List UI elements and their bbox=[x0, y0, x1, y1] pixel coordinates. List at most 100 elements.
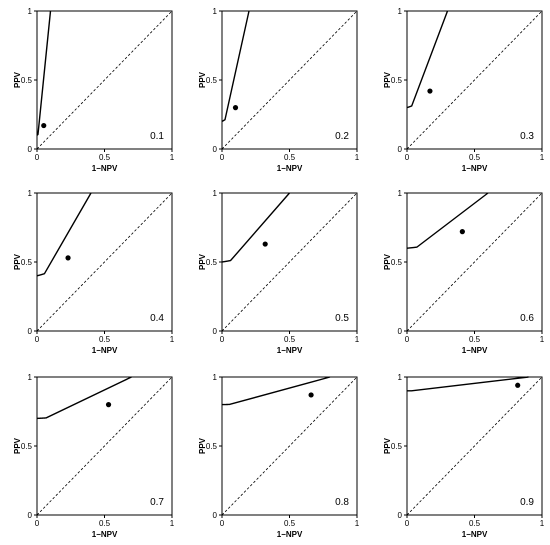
curve-line bbox=[406, 192, 489, 249]
subplot-5: 00 0.5 0.5 1 1 0.5 1−NPV PPV bbox=[198, 189, 360, 355]
diagonal-line bbox=[406, 192, 543, 332]
panel-label: 0.7 bbox=[150, 497, 164, 508]
operating-point bbox=[308, 392, 314, 398]
subplot-4: 00 0.5 0.5 1 1 0.4 1−NPV PPV bbox=[13, 189, 175, 355]
y-tick-label: 0.5 bbox=[391, 76, 403, 85]
subplot-7: 00 0.5 0.5 1 1 0.7 1−NPV PPV bbox=[13, 373, 175, 539]
curve-line bbox=[407, 376, 529, 392]
diagonal-line bbox=[406, 10, 543, 150]
subplot-6: 00 0.5 0.5 1 1 0.6 1−NPV PPV bbox=[383, 189, 545, 355]
diagonal-line bbox=[36, 10, 173, 150]
x-tick-label: 1 bbox=[540, 153, 545, 162]
y-tick-label: 1 bbox=[28, 189, 33, 198]
x-tick-label: 0 bbox=[220, 153, 225, 162]
panel-label: 0.2 bbox=[335, 131, 349, 142]
curve-line bbox=[222, 376, 331, 406]
panel-label: 0.9 bbox=[520, 497, 534, 508]
x-tick-label: 0 bbox=[35, 519, 40, 528]
operating-point bbox=[427, 88, 433, 94]
x-axis-label: 1−NPV bbox=[277, 164, 303, 173]
subplot-1: 00 0.5 0.5 1 1 0.1 1−NPV PPV bbox=[13, 7, 175, 173]
x-tick-label: 1 bbox=[355, 335, 360, 344]
operating-point bbox=[459, 229, 465, 235]
diagonal-line bbox=[36, 376, 173, 516]
y-tick-label: 1 bbox=[398, 7, 403, 16]
panel-label: 0.1 bbox=[150, 131, 164, 142]
y-tick-label: 0.5 bbox=[391, 442, 403, 451]
y-axis-label: PPV bbox=[198, 253, 207, 270]
y-tick-label: 0 bbox=[213, 511, 218, 520]
x-tick-label: 0.5 bbox=[284, 519, 296, 528]
operating-point bbox=[65, 255, 71, 261]
x-axis-label: 1−NPV bbox=[277, 530, 303, 539]
y-axis-label: PPV bbox=[198, 71, 207, 88]
y-tick-label: 0.5 bbox=[21, 76, 33, 85]
x-tick-label: 0 bbox=[405, 519, 410, 528]
y-tick-label: 0 bbox=[213, 145, 218, 154]
x-tick-label: 0.5 bbox=[469, 335, 481, 344]
x-axis-label: 1−NPV bbox=[462, 164, 488, 173]
panel-label: 0.8 bbox=[335, 497, 349, 508]
curve-line bbox=[221, 10, 250, 123]
x-tick-label: 1 bbox=[540, 519, 545, 528]
x-tick-label: 0.5 bbox=[99, 335, 111, 344]
y-tick-label: 0.5 bbox=[391, 258, 403, 267]
y-tick-label: 0 bbox=[398, 511, 403, 520]
x-tick-label: 0.5 bbox=[284, 153, 296, 162]
x-tick-label: 0.5 bbox=[469, 519, 481, 528]
y-tick-label: 1 bbox=[213, 189, 218, 198]
y-tick-label: 0.5 bbox=[21, 442, 33, 451]
curve-line bbox=[37, 376, 132, 420]
x-tick-label: 0 bbox=[35, 153, 40, 162]
x-axis-label: 1−NPV bbox=[92, 530, 118, 539]
diagonal-line bbox=[221, 376, 358, 516]
panel-label: 0.3 bbox=[520, 131, 534, 142]
x-tick-label: 0 bbox=[220, 335, 225, 344]
x-tick-label: 1 bbox=[170, 335, 175, 344]
subplot-8: 00 0.5 0.5 1 1 0.8 1−NPV PPV bbox=[198, 373, 360, 539]
x-tick-label: 0 bbox=[405, 335, 410, 344]
y-tick-label: 0 bbox=[28, 145, 33, 154]
x-tick-label: 0 bbox=[35, 335, 40, 344]
diagonal-line bbox=[406, 376, 543, 516]
y-axis-label: PPV bbox=[383, 253, 392, 270]
diagonal-line bbox=[221, 10, 358, 150]
x-tick-label: 0 bbox=[405, 153, 410, 162]
y-axis-label: PPV bbox=[13, 71, 22, 88]
subplot-9: 00 0.5 0.5 1 1 0.9 1−NPV PPV bbox=[383, 373, 545, 539]
y-tick-label: 0.5 bbox=[21, 258, 33, 267]
panel-label: 0.5 bbox=[335, 313, 349, 324]
y-tick-label: 1 bbox=[213, 373, 218, 382]
x-axis-label: 1−NPV bbox=[277, 346, 303, 355]
subplot-2: 00 0.5 0.5 1 1 0.2 1−NPV PPV bbox=[198, 7, 360, 173]
y-tick-label: 0 bbox=[398, 145, 403, 154]
x-tick-label: 0.5 bbox=[469, 153, 481, 162]
y-tick-label: 1 bbox=[398, 189, 403, 198]
operating-point bbox=[41, 122, 47, 129]
x-tick-label: 0 bbox=[220, 519, 225, 528]
y-tick-label: 0.5 bbox=[206, 442, 218, 451]
operating-point bbox=[105, 402, 112, 408]
y-tick-label: 0.5 bbox=[206, 258, 218, 267]
y-tick-label: 0 bbox=[28, 511, 33, 520]
x-axis-label: 1−NPV bbox=[462, 530, 488, 539]
x-tick-label: 1 bbox=[355, 519, 360, 528]
panel-label: 0.6 bbox=[520, 313, 534, 324]
y-tick-label: 0.5 bbox=[206, 76, 218, 85]
y-axis-label: PPV bbox=[383, 437, 392, 454]
diagonal-line bbox=[221, 192, 358, 332]
y-tick-label: 0 bbox=[398, 327, 403, 336]
operating-point bbox=[515, 382, 521, 388]
x-tick-label: 1 bbox=[355, 153, 360, 162]
y-tick-label: 1 bbox=[28, 7, 33, 16]
y-axis-label: PPV bbox=[383, 71, 392, 88]
x-tick-label: 1 bbox=[170, 153, 175, 162]
x-axis-label: 1−NPV bbox=[92, 346, 118, 355]
curve-line bbox=[36, 10, 52, 136]
y-tick-label: 0 bbox=[213, 327, 218, 336]
y-axis-label: PPV bbox=[13, 253, 22, 270]
x-tick-label: 1 bbox=[170, 519, 175, 528]
y-axis-label: PPV bbox=[13, 437, 22, 454]
x-axis-label: 1−NPV bbox=[92, 164, 118, 173]
